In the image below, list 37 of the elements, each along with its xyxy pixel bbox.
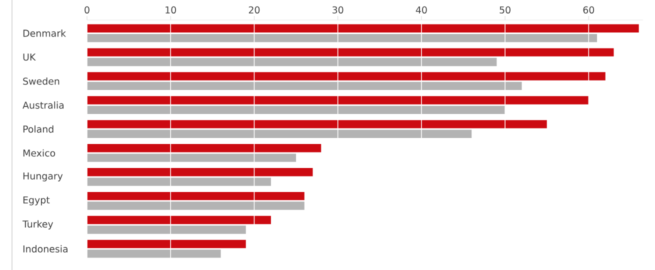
bar	[87, 144, 322, 152]
x-tick-label: 0	[84, 6, 90, 14]
bar	[87, 48, 614, 56]
bar	[87, 120, 547, 128]
bar	[87, 130, 472, 138]
y-tick-label: Poland	[23, 125, 54, 133]
bar	[87, 34, 598, 42]
x-tick-label: 60	[583, 6, 594, 14]
bar	[87, 202, 304, 210]
bar	[87, 240, 246, 248]
x-tick-label: 40	[416, 6, 427, 14]
y-tick-label: Australia	[22, 101, 64, 109]
x-tick-label: 10	[166, 6, 176, 14]
bar	[87, 216, 271, 224]
bar	[87, 24, 639, 32]
bar	[87, 226, 246, 234]
bar	[87, 72, 606, 80]
bar	[87, 154, 296, 162]
bar	[87, 58, 497, 66]
bar	[87, 178, 271, 186]
y-tick-label: Indonesia	[23, 245, 68, 252]
x-tick-label: 30	[332, 6, 344, 14]
y-tick-label: Turkey	[22, 220, 54, 230]
y-tick-label: Sweden	[23, 77, 60, 85]
bar	[87, 168, 313, 176]
y-tick-label: Denmark	[23, 30, 66, 37]
bar	[87, 192, 304, 200]
x-tick-label: 20	[248, 6, 260, 14]
y-tick-label: UK	[23, 54, 36, 61]
bar	[87, 82, 522, 90]
y-tick-label: Hungary	[23, 172, 63, 182]
bar	[87, 106, 506, 114]
y-tick-label: Mexico	[23, 149, 56, 157]
y-tick-label: Egypt	[23, 196, 50, 206]
x-tick-label: 50	[500, 6, 510, 14]
bar	[87, 250, 221, 258]
bar	[87, 96, 589, 104]
